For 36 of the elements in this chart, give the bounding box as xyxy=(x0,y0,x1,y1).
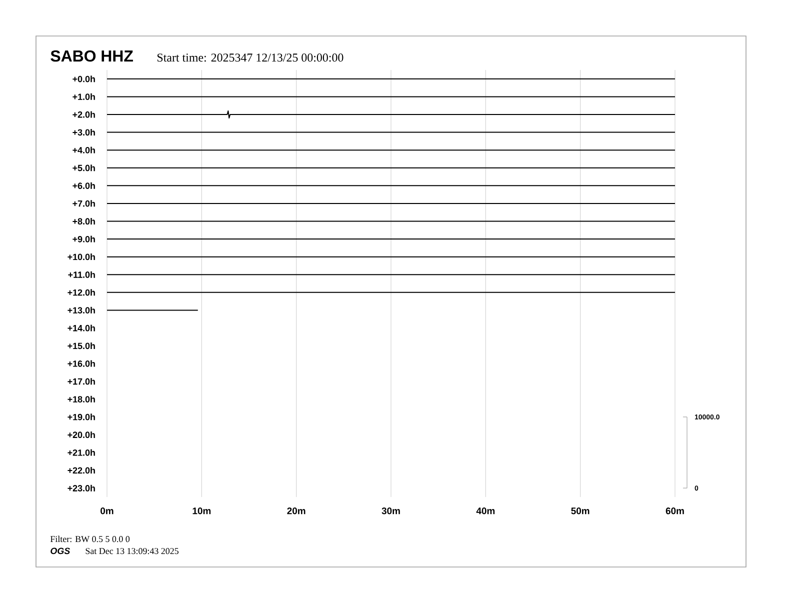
y-tick-label: +22.0h xyxy=(68,467,95,474)
y-tick-label: +10.0h xyxy=(68,254,95,260)
y-tick-label: +15.0h xyxy=(68,342,95,350)
x-tick-label: 50m xyxy=(571,508,590,514)
x-tick-label: 0m xyxy=(100,508,114,514)
y-tick-label: +11.0h xyxy=(68,271,95,278)
y-tick-label: +5.0h xyxy=(72,164,95,172)
x-tick-label: 20m xyxy=(287,508,306,514)
x-tick-label: 10m xyxy=(192,508,211,514)
text: Sat Dec 13 13:09:43 2025 xyxy=(86,548,179,554)
y-tick-label: +23.0h xyxy=(68,484,95,492)
text: Filter: BW 0.5 5 0.0 0 xyxy=(50,536,130,542)
y-tick-label: +13.0h xyxy=(68,306,95,314)
y-tick-label: +21.0h xyxy=(68,449,95,456)
text: OGS xyxy=(50,548,70,554)
y-tick-label: +3.0h xyxy=(72,128,95,136)
y-tick-label: +0.0h xyxy=(72,76,95,82)
y-tick-label: +16.0h xyxy=(68,360,95,367)
x-tick-label: 30m xyxy=(382,508,400,514)
y-tick-label: +2.0h xyxy=(72,111,95,118)
y-tick-label: +6.0h xyxy=(72,182,95,189)
x-tick-label: 60m xyxy=(666,508,684,514)
chart-title: SABO HHZ xyxy=(50,50,133,62)
y-tick-label: +7.0h xyxy=(72,200,95,207)
y-tick-label: +19.0h xyxy=(68,414,95,420)
y-tick-label: +1.0h xyxy=(72,93,95,100)
x-tick-label: 40m xyxy=(476,508,495,514)
y-tick-label: +4.0h xyxy=(72,146,95,154)
y-tick-label: +17.0h xyxy=(68,378,95,385)
y-tick-label: +18.0h xyxy=(68,396,95,402)
y-tick-label: +12.0h xyxy=(68,289,95,296)
y-tick-label: +9.0h xyxy=(72,236,95,242)
y-tick-label: +8.0h xyxy=(72,218,95,225)
y-tick-label: +14.0h xyxy=(68,324,95,332)
chart-subtitle: Start time: 2025347 12/13/25 00:00:00 xyxy=(158,54,344,62)
y-tick-label: +20.0h xyxy=(68,431,95,438)
